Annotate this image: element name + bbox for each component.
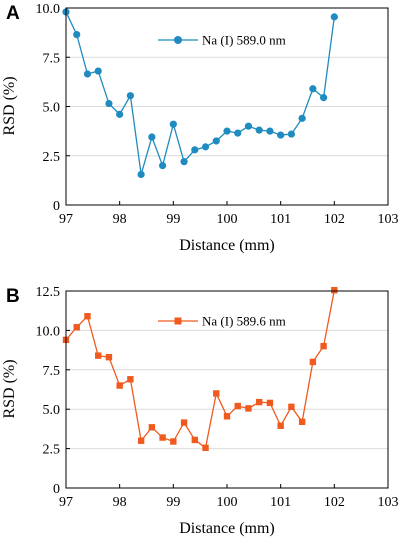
panel-b-data-point bbox=[331, 287, 338, 294]
panel-a-data-point bbox=[201, 143, 210, 151]
panel-a-gridlines bbox=[66, 56, 388, 157]
panel-b-data-point bbox=[95, 352, 102, 359]
panel-a-data-point bbox=[116, 110, 124, 118]
panel-a-x-tick-label: 101 bbox=[270, 212, 291, 227]
panel-b-y-ticks: 0 2.5 5.0 7.5 10.0 12.5 bbox=[36, 285, 70, 497]
panel-a-data-point bbox=[148, 133, 156, 141]
panel-b-y-tick-label: 2.5 bbox=[43, 443, 61, 458]
panel-a: A 0 2.5 5.0 7.5 10.0 97 98 99 100 101 102 103 RSD … bbox=[1, 2, 399, 254]
panel-a-x-tick-label: 103 bbox=[378, 212, 399, 227]
panel-b-x-tick-label: 97 bbox=[59, 495, 73, 510]
panel-a-data-point bbox=[234, 129, 242, 137]
panel-a-legend-marker bbox=[174, 36, 182, 44]
panel-b-data-point bbox=[116, 382, 123, 389]
panel-a-data-point bbox=[191, 146, 199, 154]
panel-b-x-tick-label: 102 bbox=[324, 495, 345, 510]
panel-b-legend-marker bbox=[174, 317, 182, 325]
panel-a-x-tick-label: 102 bbox=[324, 212, 345, 227]
panel-b-x-ticks: 97 98 99 100 101 102 103 bbox=[59, 484, 399, 510]
panel-a-data-point bbox=[255, 126, 263, 134]
panel-a-data-point bbox=[309, 85, 317, 93]
panel-b-y-axis-label: RSD (%) bbox=[1, 359, 18, 418]
panel-a-data-point bbox=[159, 162, 167, 170]
panel-a-x-tick-label: 98 bbox=[113, 212, 127, 227]
panel-b-data-point bbox=[84, 313, 91, 320]
panel-b-data-point bbox=[256, 398, 263, 406]
panel-b-legend-label: Na (I) 589.6 nm bbox=[202, 314, 286, 329]
panel-a-y-tick-label: 2.5 bbox=[43, 150, 61, 165]
panel-b: B 02.55.07.510.012.5 97 98 99 100 101 102 103 … bbox=[1, 285, 399, 537]
panel-b-data-point bbox=[234, 402, 241, 410]
panel-letter-a: A bbox=[6, 3, 20, 24]
panel-b-data-point bbox=[191, 436, 198, 444]
panel-b-data-point bbox=[170, 438, 177, 445]
panel-a-x-axis-label: Distance (mm) bbox=[179, 237, 275, 254]
panel-b-data-point bbox=[105, 353, 113, 361]
panel-b-data-point bbox=[245, 405, 252, 412]
panel-b-data-point bbox=[127, 376, 134, 383]
panel-a-y-tick-label: 7.5 bbox=[43, 51, 61, 66]
panel-b-y-tick-label: 5.0 bbox=[43, 403, 61, 418]
panel-a-data-point bbox=[277, 131, 285, 139]
panel-b-data-point bbox=[202, 444, 209, 452]
panel-a-data-point bbox=[83, 70, 92, 78]
panel-letter-b: B bbox=[6, 286, 20, 307]
panel-a-x-ticks: 97 98 99 100 101 102 103 bbox=[59, 201, 399, 227]
panel-b-x-tick-label: 98 bbox=[113, 495, 127, 510]
panel-a-data-point bbox=[266, 127, 274, 135]
panel-b-data-point bbox=[320, 342, 327, 350]
panel-a-data-point bbox=[126, 92, 134, 100]
panel-a-data-point bbox=[212, 137, 220, 145]
panel-a-y-tick-label: 10.0 bbox=[36, 2, 61, 17]
panel-a-series bbox=[62, 8, 338, 179]
panel-a-data-point bbox=[73, 30, 81, 39]
panel-a-data-point bbox=[298, 114, 306, 122]
panel-b-data-point bbox=[298, 418, 306, 426]
panel-b-plot-area bbox=[66, 291, 388, 488]
panel-b-y-tick-label: 12.5 bbox=[36, 285, 61, 300]
panel-b-y-tick-label: 10.0 bbox=[36, 324, 61, 339]
panel-a-y-ticks: 0 2.5 5.0 7.5 10.0 bbox=[36, 2, 70, 214]
panel-a-data-point bbox=[169, 120, 177, 128]
panel-b-gridlines bbox=[66, 329, 388, 450]
panel-b-data-point bbox=[277, 422, 284, 429]
panel-b-data-point bbox=[213, 390, 220, 397]
panel-b-x-tick-label: 103 bbox=[378, 495, 399, 510]
panel-b-data-point bbox=[73, 324, 80, 331]
panel-a-y-tick-label: 0 bbox=[53, 199, 60, 214]
panel-b-y-tick-label: 0 bbox=[53, 482, 60, 497]
panel-b-data-point bbox=[288, 403, 295, 411]
panel-b-y-tick-label: 7.5 bbox=[43, 364, 61, 379]
panel-a-data-point bbox=[137, 170, 145, 179]
panel-b-data-point bbox=[137, 437, 145, 444]
panel-b-x-tick-label: 99 bbox=[166, 495, 180, 510]
panel-a-y-tick-label: 5.0 bbox=[43, 101, 61, 116]
panel-b-data-point bbox=[266, 399, 274, 407]
panel-a-data-point bbox=[105, 99, 113, 108]
panel-b-x-tick-label: 101 bbox=[270, 495, 291, 510]
panel-b-x-tick-label: 100 bbox=[217, 495, 238, 510]
panel-a-data-point bbox=[223, 127, 231, 135]
panel-a-data-point bbox=[180, 158, 188, 166]
panel-a-data-point bbox=[320, 94, 328, 102]
panel-b-data-point bbox=[180, 419, 188, 426]
panel-a-data-point bbox=[330, 13, 338, 21]
panel-a-data-point bbox=[94, 67, 102, 75]
panel-a-x-tick-label: 97 bbox=[59, 212, 73, 227]
panel-b-x-axis-label: Distance (mm) bbox=[179, 520, 275, 537]
panel-a-data-point bbox=[287, 130, 295, 138]
panel-a-legend: Na (I) 589.0 nm bbox=[158, 33, 286, 48]
panel-b-data-point bbox=[159, 434, 166, 441]
panel-a-data-point bbox=[244, 122, 253, 130]
panel-a-x-tick-label: 99 bbox=[166, 212, 180, 227]
panel-a-x-tick-label: 100 bbox=[217, 212, 238, 227]
panel-b-data-point bbox=[309, 358, 317, 366]
panel-a-legend-label: Na (I) 589.0 nm bbox=[202, 33, 286, 48]
panel-b-data-point bbox=[223, 413, 231, 420]
panel-b-data-point bbox=[148, 424, 156, 431]
panel-b-legend: Na (I) 589.6 nm bbox=[158, 314, 286, 329]
panel-a-y-axis-label: RSD (%) bbox=[1, 76, 18, 135]
